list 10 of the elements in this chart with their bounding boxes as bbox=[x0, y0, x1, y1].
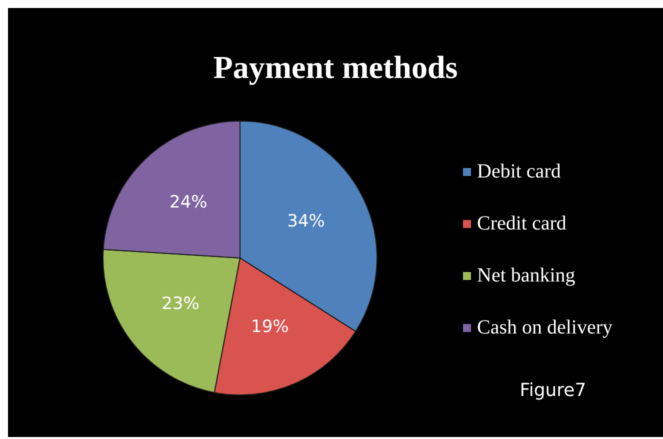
data-label: 23% bbox=[162, 294, 200, 314]
legend-label: Debit card bbox=[477, 160, 561, 183]
caption: Figure7 bbox=[520, 380, 586, 401]
data-label: 19% bbox=[251, 316, 289, 337]
legend-label: Net banking bbox=[477, 264, 576, 287]
chart-title: Payment methods bbox=[213, 49, 458, 85]
legend-label: Credit card bbox=[477, 212, 566, 235]
data-label: 24% bbox=[170, 192, 208, 213]
data-label: 34% bbox=[287, 211, 325, 232]
legend-label: Cash on delivery bbox=[477, 316, 613, 339]
